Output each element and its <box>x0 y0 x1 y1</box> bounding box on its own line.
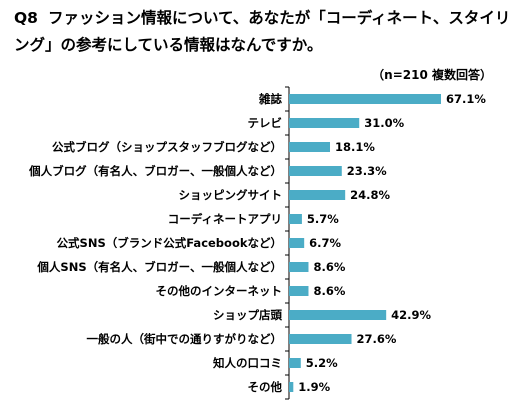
category-label: ショッピングサイト <box>179 188 283 202</box>
category-label: コーディネートアプリ <box>168 212 282 226</box>
value-label: 8.6% <box>313 260 345 274</box>
category-label: 一般の人（街中での通りすがりなど） <box>87 332 283 346</box>
bar <box>289 94 441 104</box>
value-label: 67.1% <box>446 92 486 106</box>
bar <box>289 286 309 296</box>
value-label: 6.7% <box>309 236 341 250</box>
value-label: 42.9% <box>391 308 431 322</box>
value-label: 27.6% <box>357 332 397 346</box>
value-label: 8.6% <box>313 284 345 298</box>
category-label: 雑誌 <box>258 92 282 106</box>
category-label: 公式SNS（ブランド公式Facebookなど） <box>57 236 282 250</box>
category-label: テレビ <box>248 116 283 130</box>
value-label: 1.9% <box>298 380 330 394</box>
bar <box>289 142 331 152</box>
question-title: Q8 ファッション情報について、あなたが「コーディネート、スタイリング」の参考にし… <box>14 5 524 59</box>
category-label: ショップ店頭 <box>213 308 282 322</box>
bar <box>289 334 352 344</box>
bar <box>289 214 302 224</box>
bar <box>289 238 305 248</box>
value-label: 5.7% <box>307 212 339 226</box>
value-label: 5.2% <box>306 356 338 370</box>
category-label: 知人の口コミ <box>212 356 282 370</box>
category-label: 個人SNS（有名人、ブロガー、一般個人など） <box>36 260 282 274</box>
question-number: Q8 <box>14 9 38 27</box>
category-label: 個人ブログ（有名人、ブロガー、一般個人など） <box>28 164 282 178</box>
bar <box>289 262 309 272</box>
bar <box>289 358 301 368</box>
question-text: ファッション情報について、あなたが「コーディネート、スタイリング」の参考にしてい… <box>14 9 511 54</box>
sample-note: （n=210 複数回答） <box>372 68 492 82</box>
value-label: 18.1% <box>335 140 375 154</box>
bar <box>289 166 342 176</box>
value-label: 24.8% <box>350 188 390 202</box>
value-label: 23.3% <box>347 164 387 178</box>
bar <box>289 310 387 320</box>
bar <box>289 190 346 200</box>
category-label: その他 <box>248 380 283 394</box>
category-label: その他のインターネット <box>156 284 283 298</box>
bar <box>289 382 294 392</box>
bar <box>289 118 360 128</box>
value-label: 31.0% <box>364 116 404 130</box>
category-label: 公式ブログ（ショップスタッフブログなど） <box>52 140 282 154</box>
